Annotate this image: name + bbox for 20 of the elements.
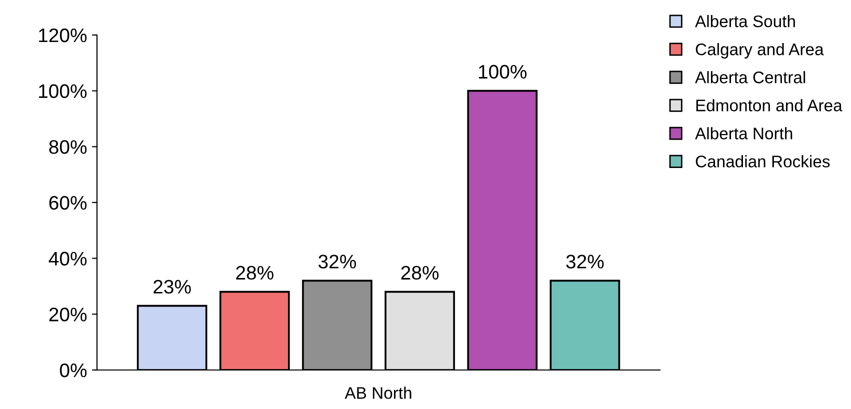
y-tick-label: 0% xyxy=(60,363,87,378)
y-tick-label: 40% xyxy=(48,252,87,266)
text: 32% xyxy=(566,254,604,268)
y-tick-label: 20% xyxy=(49,308,87,322)
y-tick-label: 100% xyxy=(39,84,87,98)
legend-label: Canadian Rockies xyxy=(696,155,830,168)
text: 28% xyxy=(401,266,439,280)
text: 100% xyxy=(478,64,527,79)
x-tick-label: AB North xyxy=(344,386,412,399)
legend-label: Calgary and Area xyxy=(696,43,824,59)
text: 28% xyxy=(236,266,274,280)
y-tick-label: 80% xyxy=(49,140,87,154)
y-tick-label: 60% xyxy=(49,196,87,210)
legend-label: Alberta North xyxy=(695,127,792,140)
legend-label: Alberta Central xyxy=(695,71,806,84)
text: 32% xyxy=(318,254,356,268)
y-tick-label: 120% xyxy=(39,28,87,42)
text: 23% xyxy=(154,280,191,294)
legend-label: Alberta South xyxy=(695,15,795,28)
legend-label: Edmonton and Area xyxy=(696,99,842,112)
